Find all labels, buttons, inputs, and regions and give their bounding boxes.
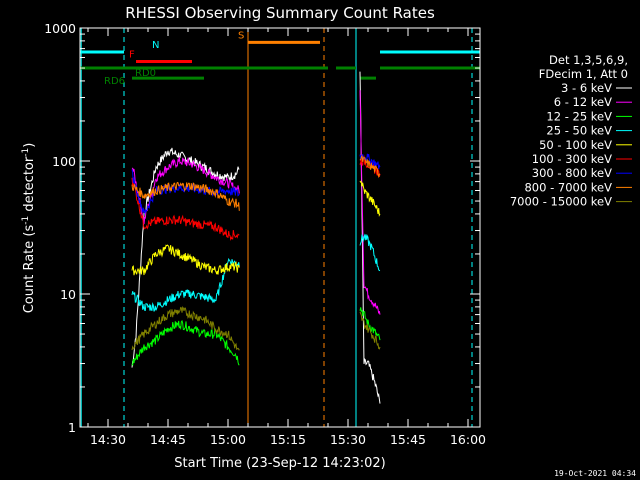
legend-item-8: 7000 - 15000 keV (510, 195, 612, 209)
vertical-markers (80, 28, 473, 427)
y-tick-label-1: 10 (60, 287, 76, 302)
series-line-2 (131, 307, 381, 367)
bar-label-n: N (152, 40, 159, 51)
series-line-8 (131, 306, 381, 351)
series-line-7 (131, 155, 381, 211)
x-tick-label-3: 15:15 (270, 432, 306, 447)
legend-item-6: 300 - 800 keV (532, 166, 612, 180)
chart-title: RHESSI Observing Summary Count Rates (125, 4, 435, 22)
series-line-3 (131, 233, 381, 312)
y-axis-label-sup2: -1 (21, 148, 31, 157)
x-tick-label-1: 14:45 (150, 432, 186, 447)
legend-header-line2: FDecim 1, Att 0 (539, 67, 628, 81)
y-tick-label-2: 100 (52, 154, 76, 169)
bar-label-f: F (129, 49, 135, 60)
bar-label-rd6: RD6 (104, 76, 125, 87)
y-tick-label-3: 1000 (44, 21, 76, 36)
legend-item-4: 50 - 100 keV (539, 138, 612, 152)
y-axis-label-mid: detector (22, 156, 37, 216)
y-axis-label-end: ) (22, 143, 37, 148)
data-series (131, 71, 381, 404)
y-axis-label: Count Rate (s-1 detector-1) (21, 143, 37, 314)
legend-item-7: 800 - 7000 keV (524, 180, 612, 194)
bar-label-rd0: RD0 (135, 68, 156, 79)
legend-item-3: 25 - 50 keV (546, 124, 612, 138)
legend-item-0: 3 - 6 keV (561, 81, 612, 95)
x-tick-label-6: 16:00 (450, 432, 486, 447)
attenuator-bars: N F S RD0 RD6 (80, 30, 480, 87)
plot-frame (79, 27, 481, 428)
y-tick-label-0: 1 (68, 420, 76, 435)
bar-label-s: S (238, 30, 244, 41)
legend-item-2: 12 - 25 keV (546, 109, 612, 123)
x-tick-label-5: 15:45 (390, 432, 426, 447)
x-axis-ticks: 14:30 14:45 15:00 15:15 15:30 15:45 16:00 (87, 28, 486, 447)
legend-header-line1: Det 1,3,5,6,9, (549, 53, 628, 67)
x-axis-label: Start Time (23-Sep-12 14:23:02) (174, 456, 385, 471)
timestamp: 19-Oct-2021 04:34 (554, 469, 636, 478)
y-axis-label-sup1: -1 (21, 216, 31, 225)
x-tick-label-4: 15:30 (330, 432, 366, 447)
legend-item-5: 100 - 300 keV (532, 152, 612, 166)
y-axis-label-main: Count Rate (s (22, 225, 37, 314)
x-tick-label-0: 14:30 (90, 432, 126, 447)
y-axis-ticks: 1 10 100 1000 (44, 21, 480, 435)
legend-item-1: 6 - 12 keV (554, 95, 612, 109)
series-line-4 (131, 180, 381, 276)
legend: Det 1,3,5,6,9, FDecim 1, Att 0 3 - 6 keV… (510, 53, 632, 209)
x-tick-label-2: 15:00 (210, 432, 246, 447)
